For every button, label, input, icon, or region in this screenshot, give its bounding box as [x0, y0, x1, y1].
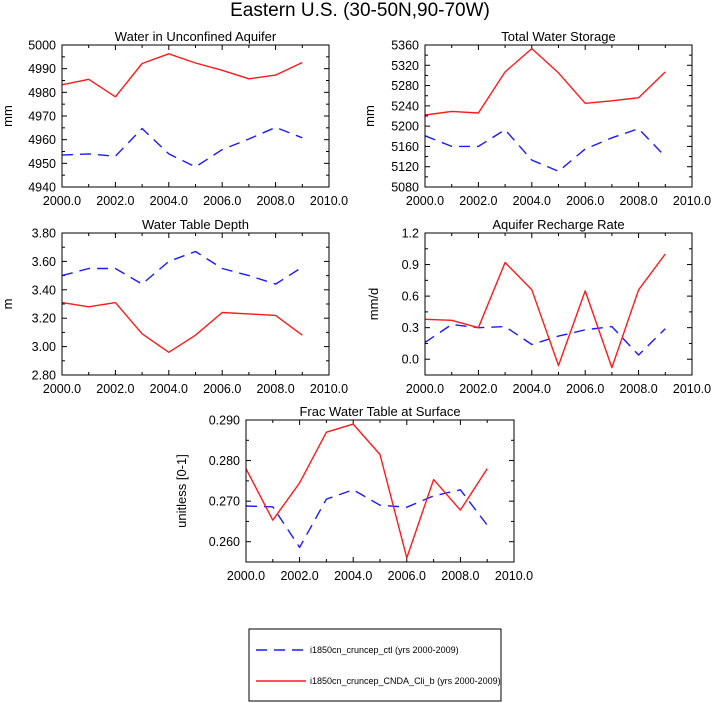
x-tick-label: 2008.0	[619, 194, 657, 208]
x-tick-label: 2006.0	[203, 382, 241, 396]
panel-total-water-storage: Total Water Storage mm 2000.0 2002.0 2004.0 2…	[362, 29, 711, 208]
panel-title: Water in Unconfined Aquifer	[115, 29, 277, 44]
panels: Water in Unconfined Aquifer mm 2000.0 2002.…	[0, 29, 711, 583]
plot-frame	[424, 232, 693, 376]
y-tick-label: 4970	[28, 110, 56, 124]
y-tick-label: 3.20	[32, 312, 56, 326]
y-tick-label: 0.3	[402, 321, 419, 335]
y-tick-label: 4990	[28, 62, 56, 76]
x-tick-label: 2006.0	[203, 194, 241, 208]
y-tick-label: 5080	[391, 181, 419, 195]
panel-title: Water Table Depth	[142, 217, 249, 232]
y-tick-label: 0.270	[209, 495, 240, 509]
x-tick-label: 2004.0	[150, 382, 188, 396]
series-line-ctl	[61, 126, 303, 168]
x-tick-label: 2008.0	[619, 382, 657, 396]
x-tick-label: 2000.0	[406, 194, 444, 208]
plot-frame	[61, 232, 330, 376]
x-tick-label: 2008.0	[441, 569, 479, 583]
y-tick-label: 3.60	[32, 255, 56, 269]
series-line-exp	[424, 47, 666, 116]
legend-label-exp: i1850cn_cruncep_CNDA_Cli_b (yrs 2000-200…	[310, 676, 501, 686]
x-tick-label: 2006.0	[566, 194, 604, 208]
y-tick-label: 5360	[391, 39, 419, 53]
y-tick-label: 0.0	[402, 353, 419, 367]
y-tick-label: 4960	[28, 133, 56, 147]
panel-unconfined-aquifer: Water in Unconfined Aquifer mm 2000.0 2002.…	[0, 29, 348, 208]
series-line-exp	[424, 253, 666, 369]
series-line-ctl	[245, 489, 488, 549]
series-line-exp	[61, 53, 303, 98]
x-tick-label: 2010.0	[310, 194, 348, 208]
x-tick-label: 2000.0	[227, 569, 265, 583]
y-tick-label: 4940	[28, 181, 56, 195]
x-tick-label: 2008.0	[256, 194, 294, 208]
series-line-exp	[61, 301, 303, 353]
x-tick-label: 2002.0	[280, 569, 318, 583]
panel-title: Aquifer Recharge Rate	[492, 217, 624, 232]
y-tick-label: 5200	[391, 120, 419, 134]
y-tick-label: 5000	[28, 39, 56, 53]
y-axis-label: mm	[362, 105, 377, 127]
y-tick-label: 3.40	[32, 283, 56, 297]
x-tick-label: 2004.0	[513, 382, 551, 396]
y-tick-label: 5320	[391, 59, 419, 73]
y-tick-label: 5280	[391, 79, 419, 93]
legend: i1850cn_cruncep_ctl (yrs 2000-2009) i185…	[248, 628, 502, 702]
y-axis-label: mm	[0, 105, 15, 127]
x-tick-label: 2004.0	[513, 194, 551, 208]
x-tick-label: 2000.0	[43, 382, 81, 396]
y-tick-label: 0.9	[402, 258, 419, 272]
panel-frac-water-table: Frac Water Table at Surface unitless [0-1…	[174, 404, 533, 583]
y-tick-label: 0.260	[209, 535, 240, 549]
y-tick-label: 0.6	[402, 290, 419, 304]
series-line-ctl	[61, 250, 303, 285]
plot-frame	[245, 419, 515, 563]
x-tick-label: 2000.0	[406, 382, 444, 396]
y-tick-label: 5160	[391, 140, 419, 154]
y-tick-label: 0.280	[209, 454, 240, 468]
y-axis-label: mm/d	[366, 288, 381, 321]
y-axis-label: unitless [0-1]	[174, 454, 189, 528]
panel-recharge-rate: Aquifer Recharge Rate mm/d 2000.0 2002.0 200…	[366, 217, 711, 396]
panel-water-table-depth: Water Table Depth m 2000.0 2002.0 2004.0 2006…	[0, 217, 348, 396]
x-tick-label: 2010.0	[310, 382, 348, 396]
series-line-exp	[245, 423, 488, 559]
y-tick-label: 4980	[28, 86, 56, 100]
y-tick-label: 0.290	[209, 414, 240, 428]
panel-title: Frac Water Table at Surface	[299, 404, 460, 419]
series-line-ctl	[424, 127, 666, 173]
y-tick-label: 3.80	[32, 227, 56, 241]
x-tick-label: 2002.0	[96, 194, 134, 208]
y-tick-label: 4950	[28, 157, 56, 171]
x-tick-label: 2000.0	[43, 194, 81, 208]
y-tick-label: 5240	[391, 99, 419, 113]
figure-title: Eastern U.S. (30-50N,90-70W)	[230, 0, 490, 21]
panel-title: Total Water Storage	[501, 29, 615, 44]
series-line-ctl	[424, 323, 666, 356]
x-tick-label: 2004.0	[334, 569, 372, 583]
y-tick-label: 2.80	[32, 369, 56, 383]
x-tick-label: 2002.0	[96, 382, 134, 396]
x-tick-label: 2006.0	[388, 569, 426, 583]
y-axis-label: m	[0, 299, 15, 310]
x-tick-label: 2006.0	[566, 382, 604, 396]
x-tick-label: 2002.0	[459, 194, 497, 208]
plot-frame	[61, 44, 330, 188]
plot-frame	[424, 44, 693, 188]
x-tick-label: 2002.0	[459, 382, 497, 396]
legend-box	[248, 628, 502, 702]
legend-label-ctl: i1850cn_cruncep_ctl (yrs 2000-2009)	[310, 645, 459, 655]
y-tick-label: 1.2	[402, 227, 419, 241]
y-tick-label: 3.00	[32, 340, 56, 354]
x-tick-label: 2004.0	[150, 194, 188, 208]
x-tick-label: 2008.0	[256, 382, 294, 396]
x-tick-label: 2010.0	[495, 569, 533, 583]
y-tick-label: 5120	[391, 160, 419, 174]
x-tick-label: 2010.0	[673, 194, 711, 208]
x-tick-label: 2010.0	[673, 382, 711, 396]
